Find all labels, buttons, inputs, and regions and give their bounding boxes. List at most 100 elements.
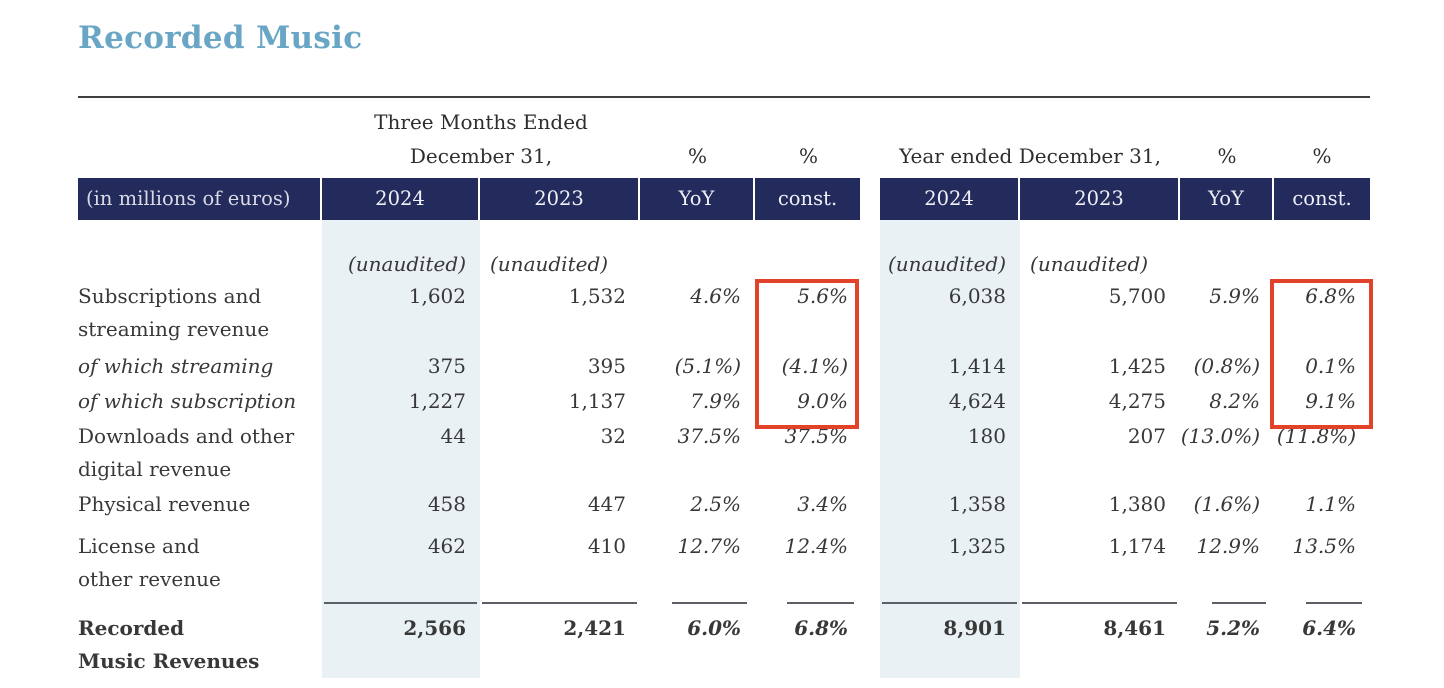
table-row-license-other: License and other revenue 462 410 12.7% … xyxy=(78,530,1370,598)
total-rule-cell xyxy=(1180,598,1274,612)
row-label-cell: Subscriptions and streaming revenue xyxy=(78,280,322,350)
unaudited-note: (unaudited) xyxy=(322,248,480,280)
value-cell: (11.8%) xyxy=(1276,424,1357,448)
unaudited-note: (unaudited) xyxy=(880,248,1021,280)
value-cell: 5,700 xyxy=(1108,284,1167,308)
spacer-cell xyxy=(1180,106,1274,138)
spacer-cell xyxy=(78,248,322,280)
percent-header: % xyxy=(1217,144,1237,168)
table-top-rule xyxy=(78,96,1370,98)
spacer-cell xyxy=(640,106,755,138)
year-period-header: Year ended December 31, xyxy=(899,144,1161,168)
value-cell: 1,325 xyxy=(880,530,1021,598)
spacer-cell xyxy=(78,598,322,612)
value-cell: 7.9% xyxy=(690,389,742,413)
total-rule-row xyxy=(78,598,1370,612)
table-row-downloads-digital: Downloads and other digital revenue 44 3… xyxy=(78,420,1370,488)
total-value-cell: 2,421 xyxy=(563,616,627,640)
value-cell: 0.1% xyxy=(1305,354,1357,378)
value-cell: 410 xyxy=(587,534,627,558)
row-label-cell: Physical revenue xyxy=(78,492,251,516)
value-cell: 1,227 xyxy=(322,385,480,420)
quarter-period-header-line1: Three Months Ended xyxy=(374,110,588,134)
col-header-const-year: const. xyxy=(1274,178,1371,220)
gap-cell xyxy=(862,248,880,280)
value-cell: (13.0%) xyxy=(1180,424,1261,448)
spacer-cell xyxy=(1180,220,1274,248)
total-rule-cell xyxy=(1020,598,1180,612)
value-cell: 2.5% xyxy=(690,492,742,516)
value-cell: 9.0% xyxy=(797,389,849,413)
value-cell: (1.6%) xyxy=(1193,492,1261,516)
total-rule-cell xyxy=(640,598,755,612)
gap-cell xyxy=(862,106,880,138)
row-label-line: Subscriptions and xyxy=(78,284,262,308)
col-header-2024-year: 2024 xyxy=(880,178,1021,220)
total-label-cell: Recorded Music Revenues xyxy=(78,612,322,678)
total-value-cell: 2,566 xyxy=(322,612,480,678)
value-cell: (4.1%) xyxy=(781,354,849,378)
gap-cell xyxy=(862,385,880,420)
gap-cell xyxy=(862,220,880,248)
value-cell: 6,038 xyxy=(880,280,1021,350)
percent-header: % xyxy=(799,144,819,168)
spacer-cell xyxy=(755,248,862,280)
value-cell: 5.6% xyxy=(797,284,849,308)
value-cell: 12.4% xyxy=(784,534,849,558)
value-cell: 1.1% xyxy=(1305,492,1357,516)
row-label-cell: of which streaming xyxy=(78,354,274,378)
row-label-cell: Downloads and other digital revenue xyxy=(78,420,322,488)
spacer-cell xyxy=(78,106,322,138)
row-label-line: other revenue xyxy=(78,567,221,591)
unaudited-row: (unaudited) (unaudited) (unaudited) (una… xyxy=(78,248,1370,280)
gap-cell xyxy=(862,612,880,678)
value-cell: 1,414 xyxy=(880,350,1021,385)
value-cell: 37.5% xyxy=(784,424,849,448)
spacer-cell xyxy=(1274,106,1370,138)
row-label-line: digital revenue xyxy=(78,457,232,481)
value-cell: 8.2% xyxy=(1209,389,1261,413)
value-cell: 1,174 xyxy=(1108,534,1167,558)
total-row-recorded-music-revenues: Recorded Music Revenues 2,566 2,421 6.0%… xyxy=(78,612,1370,678)
total-rule-cell xyxy=(322,598,480,612)
spacer-cell xyxy=(755,220,862,248)
value-cell: 1,380 xyxy=(1108,492,1167,516)
value-cell: 447 xyxy=(587,492,627,516)
value-cell: 462 xyxy=(322,530,480,598)
gap-cell xyxy=(862,350,880,385)
recorded-music-table: Three Months Ended December 31, % % Year… xyxy=(78,106,1371,678)
value-cell: 4,275 xyxy=(1108,389,1167,413)
unaudited-note: (unaudited) xyxy=(1030,252,1149,276)
column-header-row: (in millions of euros) 2024 2023 YoY con… xyxy=(78,178,1371,220)
spacer-cell xyxy=(480,220,640,248)
col-header-yoy-year: YoY xyxy=(1180,178,1275,220)
value-cell: 4,624 xyxy=(880,385,1021,420)
row-label-line: License and xyxy=(78,534,200,558)
unaudited-note: (unaudited) xyxy=(490,252,609,276)
value-cell: 458 xyxy=(322,488,480,530)
gap-cell xyxy=(862,488,880,530)
value-cell: 44 xyxy=(322,420,480,488)
spacer-row xyxy=(78,220,1370,248)
value-cell: 1,532 xyxy=(568,284,627,308)
value-cell: 13.5% xyxy=(1292,534,1357,558)
value-cell: 1,602 xyxy=(322,280,480,350)
total-label-line: Recorded xyxy=(78,616,185,640)
spacer-cell xyxy=(1274,220,1370,248)
gap-cell xyxy=(862,280,880,350)
value-cell: (5.1%) xyxy=(674,354,742,378)
value-cell: 1,425 xyxy=(1108,354,1167,378)
col-header-const-quarter: const. xyxy=(755,178,863,220)
total-rule-cell xyxy=(1274,598,1370,612)
period-header-row-1: Three Months Ended xyxy=(78,106,1370,138)
col-header-2023-year: 2023 xyxy=(1020,178,1181,220)
value-cell: 207 xyxy=(1127,424,1167,448)
table-row-physical: Physical revenue 458 447 2.5% 3.4% 1,358… xyxy=(78,488,1370,530)
value-cell: 180 xyxy=(880,420,1021,488)
total-rule-cell xyxy=(755,598,862,612)
row-label-cell: of which subscription xyxy=(78,389,297,413)
table-row-subscriptions-streaming: Subscriptions and streaming revenue 1,60… xyxy=(78,280,1370,350)
total-label-line: Music Revenues xyxy=(78,649,260,673)
col-header-2024-quarter: 2024 xyxy=(322,178,480,220)
total-value-cell: 6.0% xyxy=(687,616,742,640)
